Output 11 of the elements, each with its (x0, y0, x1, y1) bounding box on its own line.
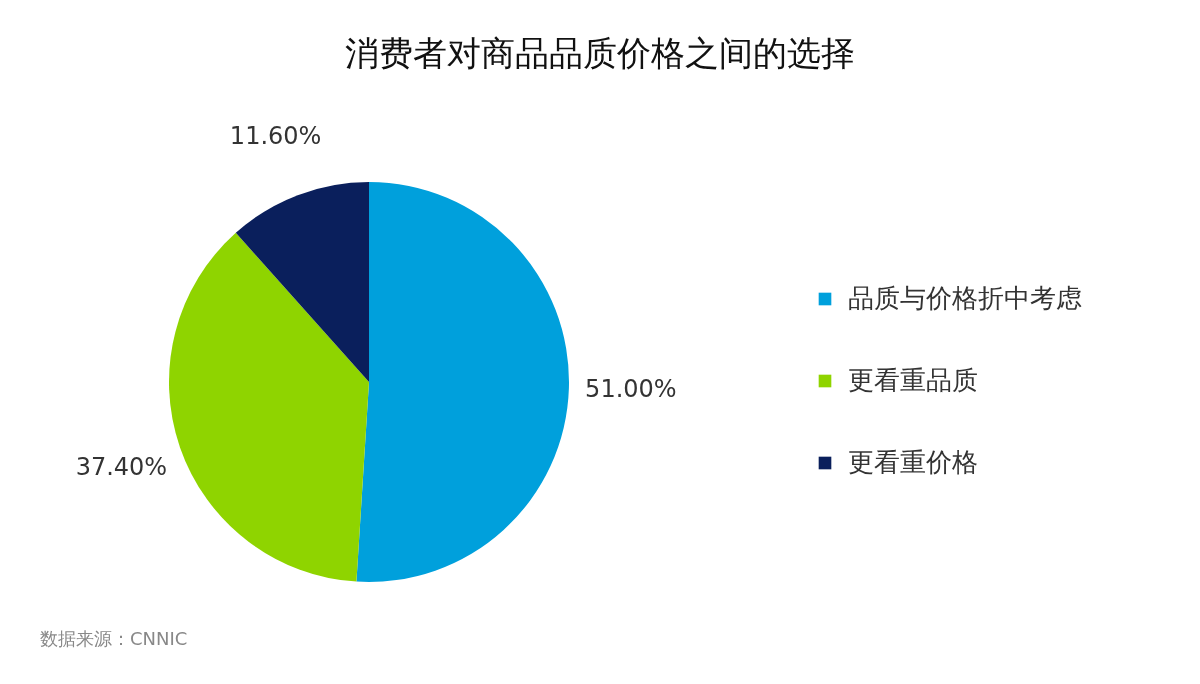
chart-title: 消费者对商品品质价格之间的选择 (345, 33, 855, 73)
source-note: 数据来源：CNNIC (40, 628, 188, 649)
legend-label: 品质与价格折中考虑 (848, 283, 1082, 313)
data-label: 51.00% (585, 375, 677, 404)
data-label: 11.60% (229, 122, 322, 151)
pie-slice (356, 182, 569, 582)
data-label: 37.40% (75, 452, 168, 481)
legend-label: 更看重品质 (848, 365, 978, 395)
pie-slice (169, 232, 369, 582)
legend-label: 更看重价格 (848, 447, 978, 477)
pie-slice (235, 182, 369, 382)
